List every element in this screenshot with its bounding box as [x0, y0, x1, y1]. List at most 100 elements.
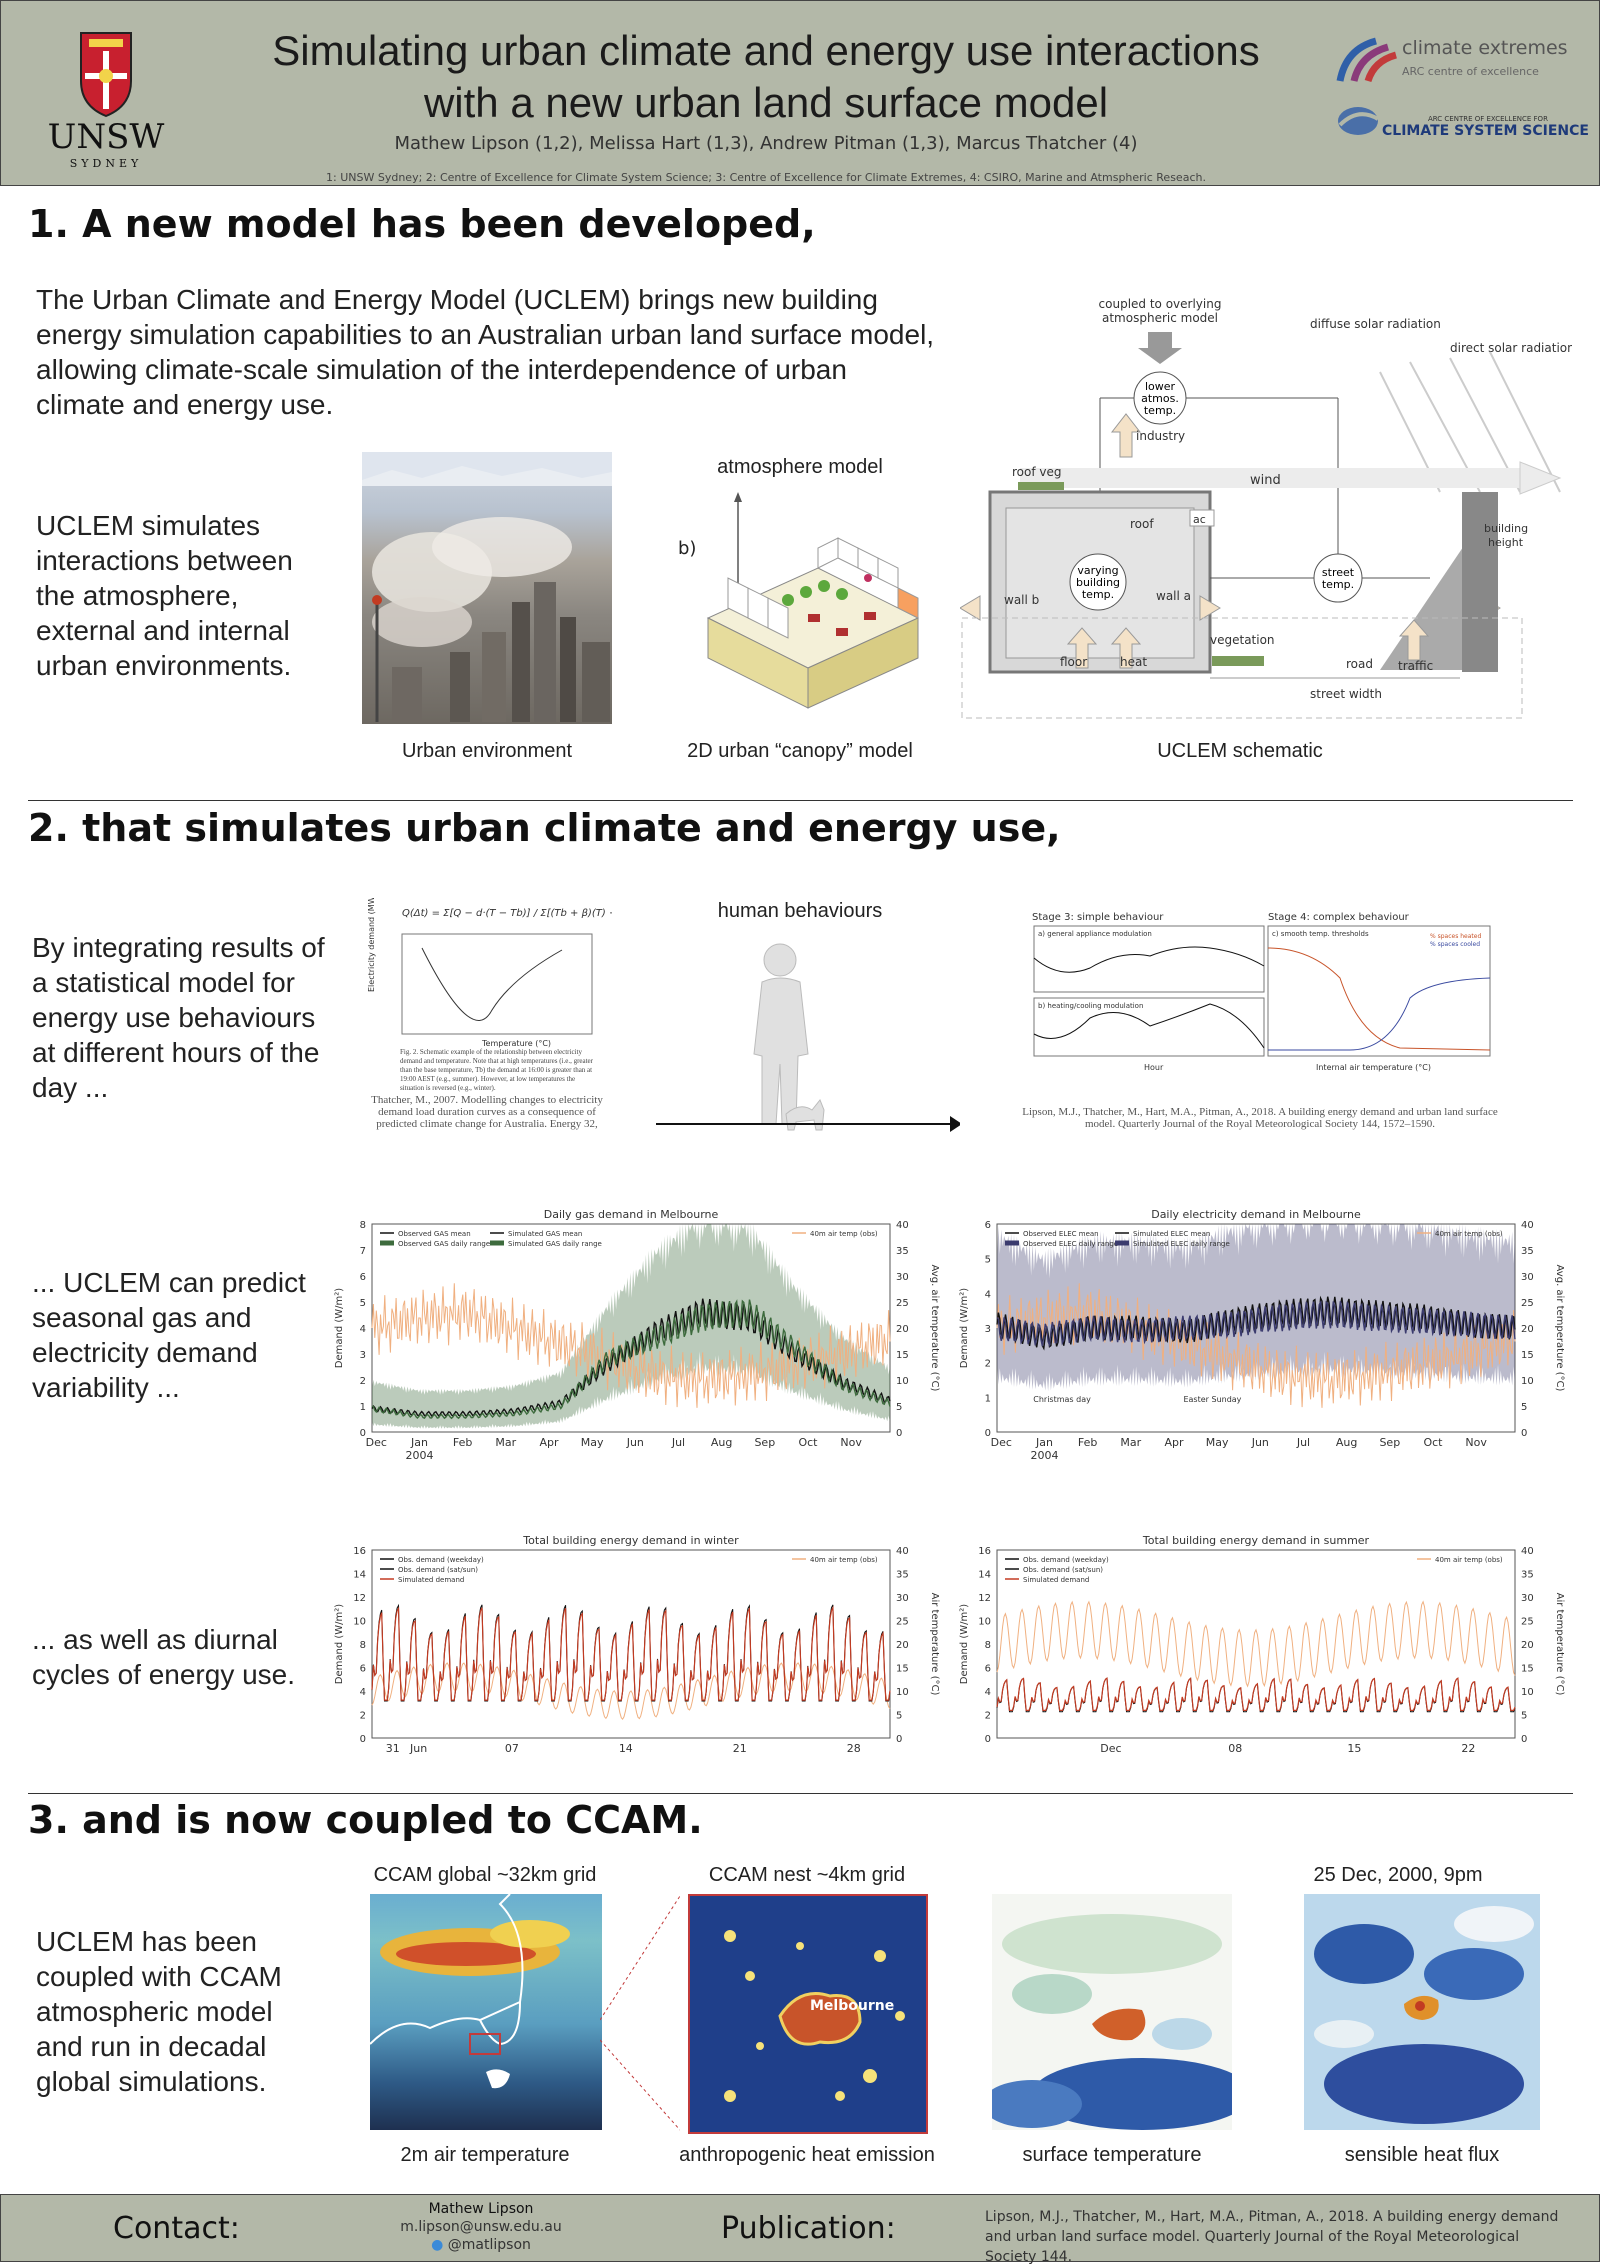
person-dog-icon [656, 943, 962, 1132]
x-tick-label: 21 [733, 1742, 747, 1755]
sch-wall-a: wall a [1156, 589, 1191, 603]
thatcher-reference: Thatcher, M., 2007. Modelling changes to… [371, 1094, 603, 1130]
x-tick-label: Dec [366, 1436, 387, 1449]
demand-temperature-curve: Q(Δt) = Σ[Q − d·(T − Tb)] / Σ[(Tb + β)(T… [367, 893, 637, 1048]
chart-title: Daily gas demand in Melbourne [544, 1208, 719, 1221]
statistical-model-figure: Q(Δt) = Σ[Q − d·(T − Tb)] / Σ[(Tb + β)(T… [362, 893, 637, 1138]
legend-entry: Obs. demand (weekday) [398, 1556, 484, 1564]
section1-intro: The Urban Climate and Energy Model (UCLE… [36, 284, 935, 420]
y2-tick-label: 35 [1521, 1570, 1534, 1581]
chart-title: Total building energy demand in summer [1142, 1534, 1370, 1547]
y2-tick-label: 5 [896, 1402, 902, 1413]
spaces-heated-label: % spaces heated [1430, 933, 1481, 940]
x-tick-label: Nov [840, 1436, 862, 1449]
x-tick-label: Sep [754, 1436, 775, 1449]
y-axis-label: Demand (W/m²) [334, 1288, 345, 1368]
y-tick-label: 2 [985, 1359, 991, 1370]
x-tick-label: Jan [1035, 1436, 1053, 1449]
x-tick-label: Jun [1251, 1436, 1269, 1449]
y2-tick-label: 0 [1521, 1734, 1527, 1745]
contact-label: Contact: [113, 2211, 240, 2246]
y-tick-label: 3 [360, 1350, 366, 1361]
y2-tick-label: 20 [896, 1640, 909, 1651]
y2-axis-label: Avg. air temperature (°C) [929, 1265, 940, 1392]
x-tick-label: Apr [1164, 1436, 1184, 1449]
series-line-simulated [996, 1677, 1516, 1711]
internal-temp-label: Internal air temperature (°C) [1316, 1063, 1431, 1072]
melbourne-heat-icon [724, 1930, 905, 2102]
series-line-simulated [371, 1299, 891, 1420]
chart-title: Daily electricity demand in Melbourne [1151, 1208, 1361, 1221]
y-tick-label: 14 [978, 1570, 991, 1581]
legend-entry: Observed ELEC mean [1023, 1230, 1099, 1238]
y2-tick-label: 30 [1521, 1593, 1534, 1604]
twitter-icon: ● [431, 2237, 444, 2253]
x-tick-label: Sep [1379, 1436, 1400, 1449]
x-tick-label: Dec [991, 1436, 1012, 1449]
legend-entry: Observed GAS daily range [398, 1240, 490, 1248]
svg-text:Electricity demand (MW): Electricity demand (MW) [367, 898, 376, 992]
x-tick-label: Nov [1465, 1436, 1487, 1449]
y-tick-label: 5 [360, 1298, 366, 1309]
y2-tick-label: 0 [896, 1428, 902, 1439]
panel-c-label: c) smooth temp. thresholds [1272, 930, 1369, 938]
title-line-1: Simulating urban climate and energy use … [272, 27, 1260, 74]
fig-caption: Fig. 2. Schematic example of the relatio… [400, 1048, 593, 1092]
svg-text:temp.: temp. [1082, 588, 1114, 601]
sch-heat: heat [1120, 655, 1147, 669]
zoom-lines [600, 1895, 680, 2131]
y-tick-label: 4 [360, 1324, 366, 1335]
y-tick-label: 8 [985, 1640, 991, 1651]
divider-2 [28, 1793, 1573, 1794]
urban-photo [362, 452, 612, 724]
y-tick-label: 1 [985, 1393, 991, 1404]
climate-system-science-logo: ARC CENTRE OF EXCELLENCE FOR CLIMATE SYS… [1336, 101, 1596, 151]
section1-title: 1. A new model has been developed, [28, 202, 816, 246]
x-tick-label: Jun [626, 1436, 644, 1449]
y2-tick-label: 35 [896, 1570, 909, 1581]
x-tick-label: Oct [798, 1436, 818, 1449]
y-tick-label: 1 [360, 1402, 366, 1413]
y2-axis-label: Air temperature (°C) [1554, 1593, 1565, 1696]
svg-text:atmos.: atmos. [1141, 392, 1179, 405]
y-tick-label: 3 [985, 1324, 991, 1335]
y-tick-label: 8 [360, 1640, 366, 1651]
y2-tick-label: 30 [896, 1272, 909, 1283]
map-sensible-heat-flux [1304, 1894, 1540, 2130]
year-label: 2004 [405, 1449, 433, 1462]
contact-twitter-row[interactable]: ● @matlipson [381, 2237, 581, 2253]
legend-entry: Simulated GAS daily range [508, 1240, 602, 1248]
y2-tick-label: 0 [1521, 1428, 1527, 1439]
x-tick-label: Mar [1120, 1436, 1141, 1449]
y2-tick-label: 0 [896, 1734, 902, 1745]
series-line-simulated [996, 1300, 1516, 1348]
x-tick-label: Aug [711, 1436, 732, 1449]
chart-title: Total building energy demand in winter [522, 1534, 739, 1547]
sch-vegetation: vegetation [1210, 633, 1275, 647]
section3-text: UCLEM has been coupled with CCAM atmosph… [36, 1926, 282, 2097]
y2-tick-label: 35 [1521, 1246, 1534, 1257]
legend-entry: Observed ELEC daily range [1023, 1240, 1118, 1248]
contact-email[interactable]: m.lipson@unsw.edu.au [400, 2219, 562, 2235]
x-tick-label: Apr [539, 1436, 559, 1449]
y2-tick-label: 15 [896, 1664, 909, 1675]
y-tick-label: 5 [985, 1255, 991, 1266]
x-tick-label: Feb [453, 1436, 472, 1449]
uclem-schematic: coupled to overlying atmospheric model d… [959, 292, 1575, 732]
y-tick-label: 16 [978, 1546, 991, 1557]
publication-text: Lipson, M.J., Thatcher, M., Hart, M.A., … [985, 2209, 1559, 2265]
x-tick-label: Jul [671, 1436, 685, 1449]
y-tick-label: 2 [360, 1376, 366, 1387]
y-tick-label: 2 [985, 1711, 991, 1722]
map4-title: 25 Dec, 2000, 9pm [1313, 1864, 1483, 1886]
panel-a-label: a) general appliance modulation [1038, 930, 1152, 938]
unsw-logo: UNSW SYDNEY [41, 21, 171, 171]
logo2-small: ARC CENTRE OF EXCELLENCE FOR [1428, 115, 1548, 123]
sch-roof: roof [1130, 517, 1154, 531]
gas-demand-chart: Daily gas demand in Melbourne 0 1 2 3 4 5 6 7 8 0 5… [334, 1208, 940, 1462]
caption-2m-air-temp: 2m air temperature [400, 2144, 570, 2166]
y-tick-label: 10 [978, 1617, 991, 1628]
stage4-label: Stage 4: complex behaviour [1268, 912, 1410, 923]
caption-sensible-heat: sensible heat flux [1344, 2144, 1500, 2166]
x-tick-label: 22 [1461, 1742, 1475, 1755]
